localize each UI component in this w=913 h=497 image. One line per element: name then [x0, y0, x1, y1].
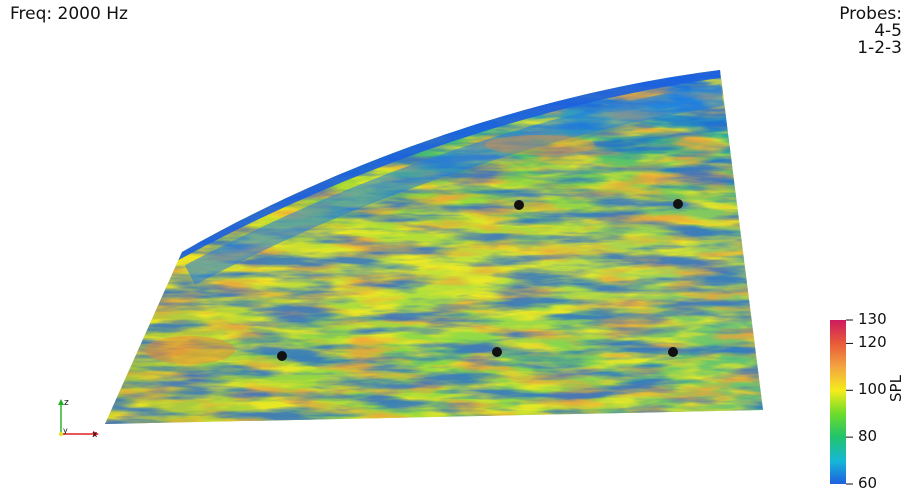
probes-row-top: 4-5	[874, 21, 902, 41]
probe-marker-1	[277, 351, 287, 361]
colorbar-tick-label: 120	[858, 333, 887, 351]
probes-row-bottom: 1-2-3	[857, 38, 902, 58]
colorbar-tick-label: 60	[858, 474, 878, 492]
colorbar-title: SPL	[887, 375, 905, 402]
axis-x-label: x	[92, 430, 98, 440]
colorbar-ticks	[846, 319, 853, 485]
axis-y-label: y	[63, 426, 68, 435]
probe-marker-4	[514, 200, 524, 210]
probe-markers	[277, 199, 683, 361]
probe-marker-2	[492, 347, 502, 357]
frequency-label: Freq: 2000 Hz	[10, 4, 128, 24]
probe-marker-5	[673, 199, 683, 209]
colorbar-tick-label: 130	[858, 310, 887, 328]
colorbar-tick-label: 100	[858, 380, 887, 398]
probes-title: Probes:	[839, 4, 902, 24]
colorbar-gradient	[830, 320, 846, 484]
colorbar-tick-label: 80	[858, 427, 878, 445]
probes-legend: Probes: 4-5 1-2-3	[839, 6, 902, 57]
spl-colorbar	[830, 319, 853, 485]
axis-z-label: z	[64, 398, 69, 408]
axes-triad: x z y	[58, 398, 99, 440]
spl-surface[interactable]	[100, 60, 770, 430]
probe-marker-3	[668, 347, 678, 357]
